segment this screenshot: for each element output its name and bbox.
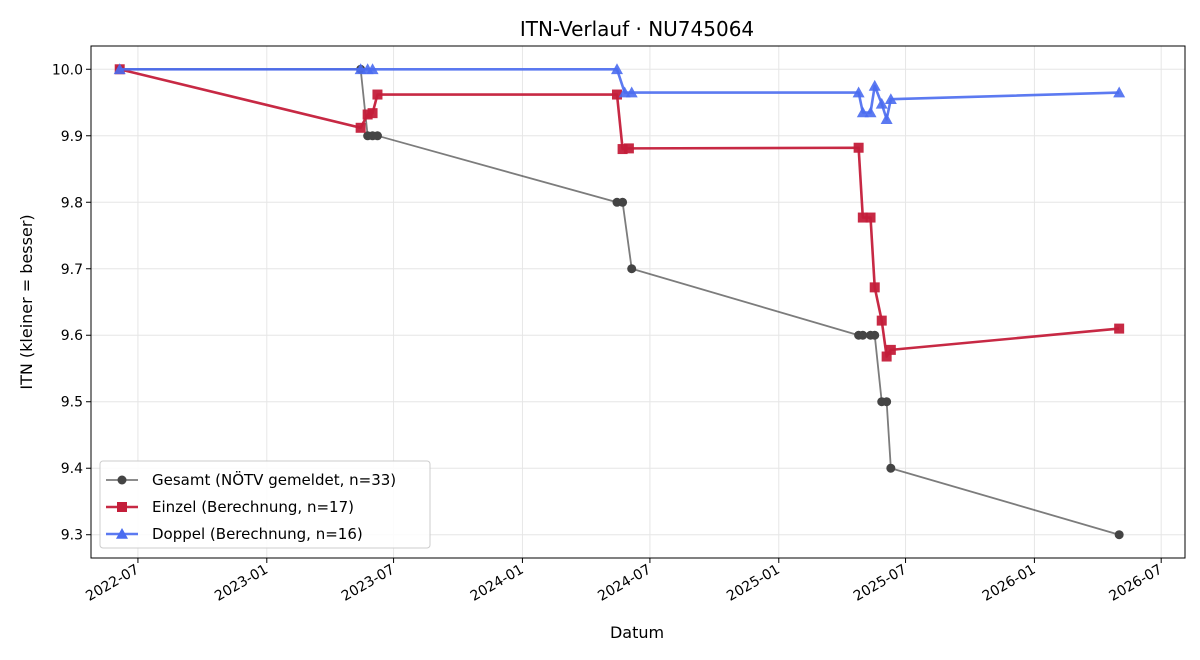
data-point — [367, 108, 378, 119]
data-point — [113, 63, 126, 75]
data-point — [627, 264, 637, 274]
data-point — [372, 89, 383, 100]
legend-label: Doppel (Berechnung, n=16) — [152, 525, 363, 543]
series-layer — [113, 63, 1126, 540]
y-tick-label: 9.5 — [61, 395, 83, 411]
x-axis-title: Datum — [610, 623, 664, 642]
legend-box — [99, 460, 431, 549]
data-point — [864, 106, 877, 118]
data-point — [625, 86, 638, 98]
data-point — [1114, 530, 1124, 540]
data-point — [611, 89, 622, 100]
legend-marker — [117, 502, 127, 512]
data-point — [618, 197, 628, 207]
y-tick-label: 9.8 — [61, 195, 83, 211]
data-point — [1113, 86, 1126, 98]
data-point — [869, 282, 880, 293]
legend: Gesamt (NÖTV gemeldet, n=33) Einzel (Bere… — [99, 460, 431, 549]
y-axis-title: ITN (kleiner = besser) — [17, 214, 36, 389]
y-tick-label: 10.0 — [52, 62, 83, 78]
y-tick-label: 9.4 — [61, 461, 83, 477]
y-tick-label: 9.3 — [61, 528, 83, 544]
data-point — [355, 122, 366, 133]
data-point — [366, 63, 379, 75]
series-circle — [115, 64, 1124, 540]
y-tick-label: 9.9 — [61, 129, 83, 145]
series-triangle — [113, 63, 1126, 124]
data-point — [886, 463, 896, 473]
data-point — [1114, 323, 1125, 334]
data-point — [868, 79, 881, 91]
data-point — [876, 315, 887, 326]
data-point — [865, 212, 876, 223]
data-point — [880, 113, 893, 124]
data-point — [857, 212, 868, 223]
data-point — [623, 143, 634, 154]
legend-marker — [117, 475, 127, 485]
data-point — [881, 351, 892, 362]
data-point — [617, 144, 628, 155]
data-point — [610, 63, 623, 75]
legend-item: Einzel (Berechnung, n=17) — [106, 498, 354, 516]
data-point — [885, 344, 896, 355]
legend-label: Einzel (Berechnung, n=17) — [152, 498, 354, 516]
data-point — [884, 93, 897, 104]
plot-frame — [90, 45, 1186, 559]
chart-title: ITN-Verlauf · NU745064 — [520, 17, 754, 41]
legend-marker — [116, 528, 128, 539]
legend-label: Gesamt (NÖTV gemeldet, n=33) — [152, 470, 396, 489]
y-tick-label: 9.7 — [61, 262, 83, 278]
data-point — [372, 131, 382, 141]
data-point — [882, 397, 892, 407]
legend-item: Doppel (Berechnung, n=16) — [106, 525, 363, 543]
y-tick-label: 9.6 — [61, 328, 83, 344]
data-point — [853, 142, 864, 153]
data-point — [852, 86, 865, 98]
legend-item: Gesamt (NÖTV gemeldet, n=33) — [106, 470, 396, 489]
data-point — [875, 97, 888, 109]
data-point — [856, 106, 869, 118]
data-point — [858, 330, 868, 340]
data-point — [870, 330, 880, 340]
